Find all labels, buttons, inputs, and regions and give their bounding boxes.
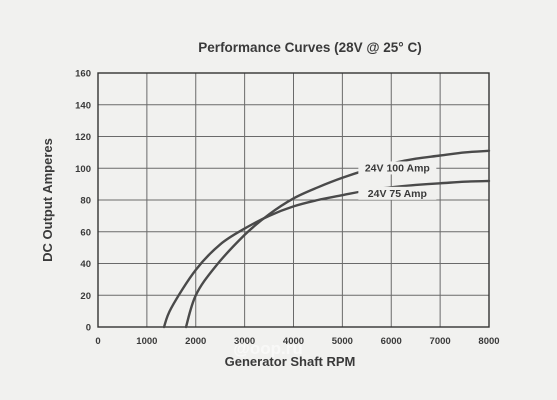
- y-tick-label: 20: [80, 291, 91, 302]
- x-tick-label: 1000: [136, 336, 157, 347]
- x-tick-label: 3000: [234, 336, 255, 347]
- series-line-2: [162, 179, 491, 329]
- series-label-bg: [358, 161, 437, 175]
- series-label: 24V 100 Amp: [365, 162, 430, 174]
- y-tick-label: 100: [75, 164, 91, 175]
- x-tick-label: 2000: [185, 336, 206, 347]
- series-label: 24V 75 Amp: [368, 188, 427, 200]
- x-axis-title: Generator Shaft RPM: [225, 354, 356, 369]
- x-tick-label: 5000: [332, 336, 353, 347]
- y-tick-label: 120: [75, 132, 91, 143]
- x-tick-label: 7000: [430, 336, 451, 347]
- y-tick-label: 60: [80, 227, 91, 238]
- watermark-text: @oop.ru: [233, 339, 302, 358]
- plot-area: 0 1000 2000 3000 4000 5000 6000 7000 8000 0 20 40 60…: [75, 69, 499, 348]
- x-tick-label: 4000: [283, 336, 304, 347]
- y-tick-label: 160: [75, 69, 91, 80]
- y-tick-label: 40: [80, 259, 91, 270]
- chart-title: Performance Curves (28V @ 25° C): [198, 40, 421, 55]
- x-tick-label: 0: [95, 336, 100, 347]
- y-tick-label: 0: [86, 323, 91, 334]
- series-line-1: [184, 149, 491, 329]
- plot-frame: [97, 72, 490, 328]
- x-tick-label: 8000: [478, 336, 499, 347]
- series-label-bg: [358, 186, 437, 200]
- y-tick-label: 80: [80, 196, 91, 207]
- x-tick-label: 6000: [381, 336, 402, 347]
- y-axis-title: DC Output Amperes: [40, 138, 55, 262]
- y-tick-label: 140: [75, 100, 91, 111]
